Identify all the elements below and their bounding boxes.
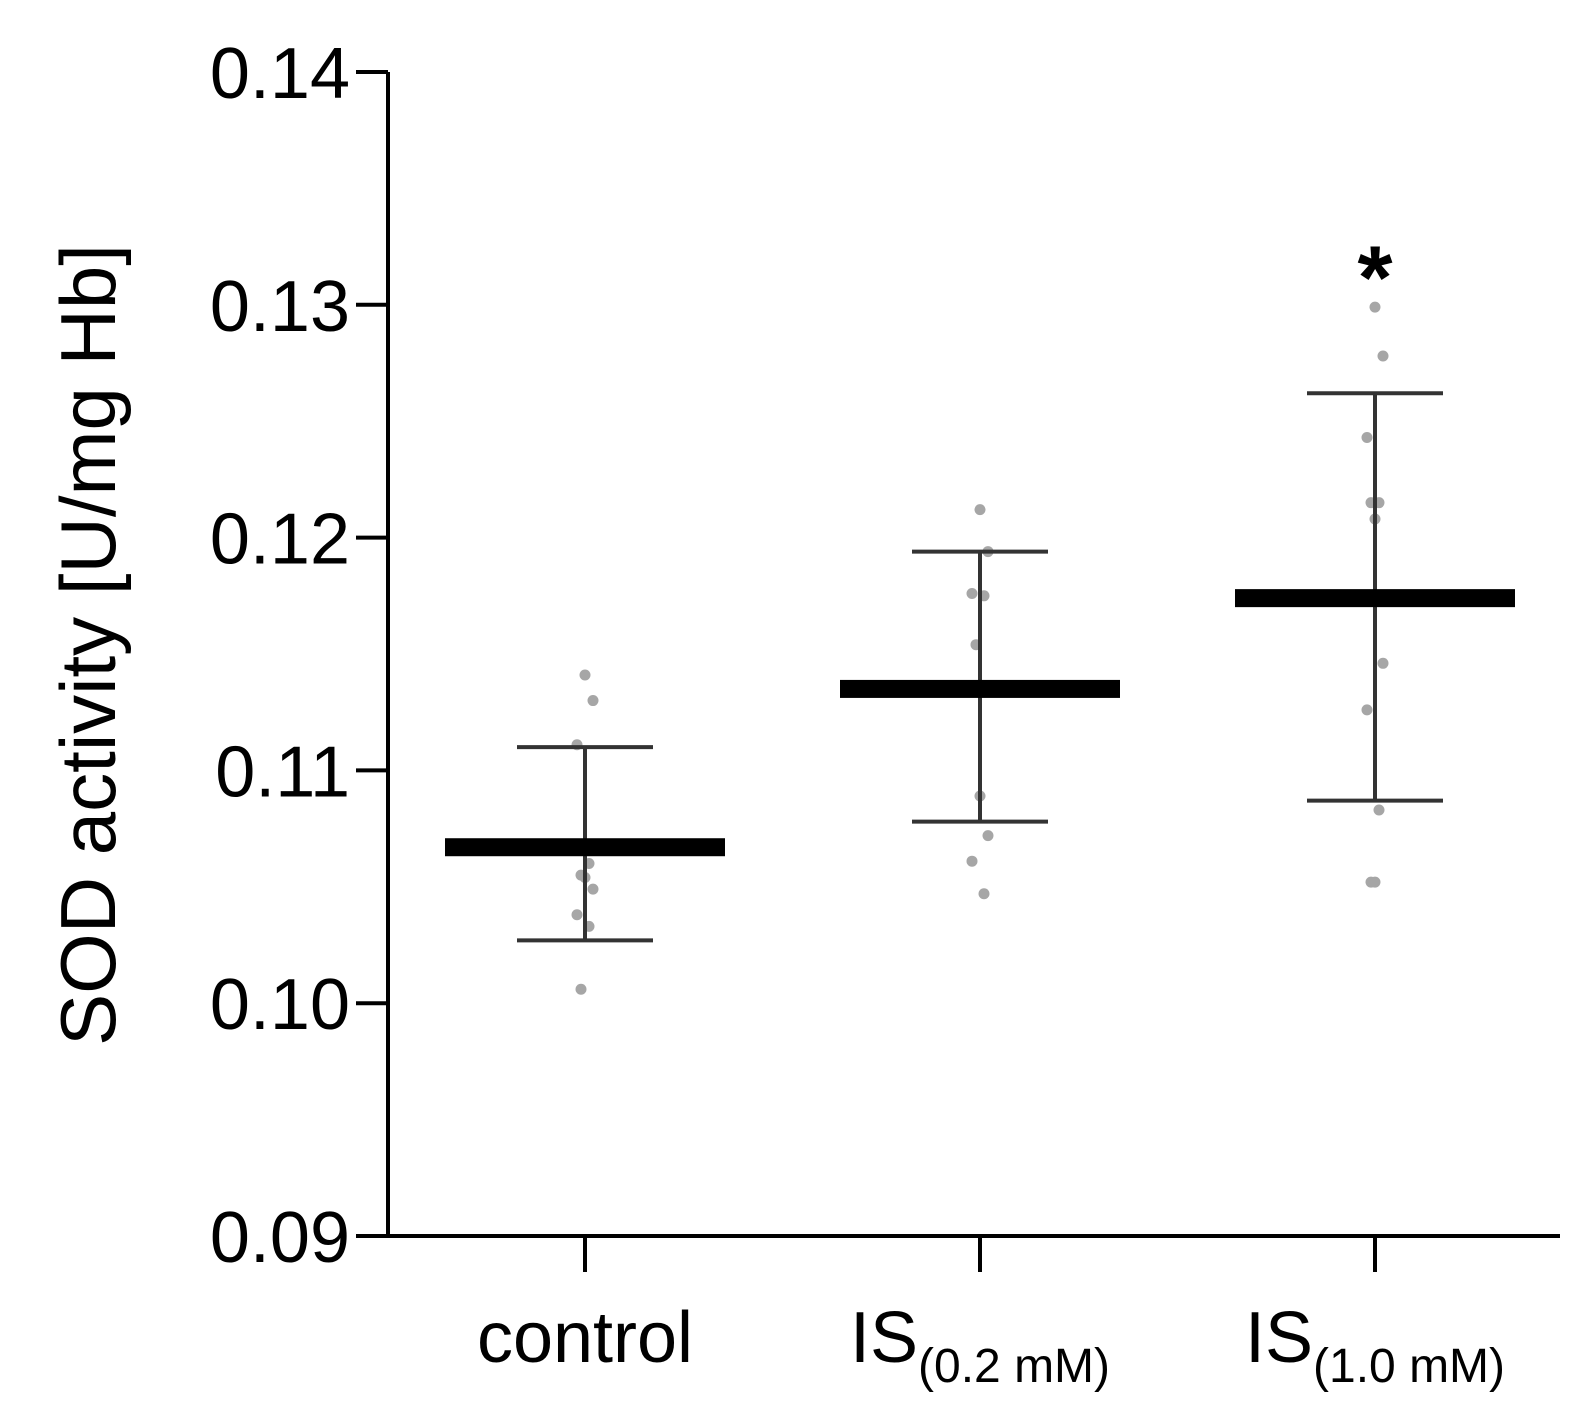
data-point bbox=[982, 830, 994, 842]
group-2: * bbox=[1235, 228, 1515, 888]
x-category-label-sub: (1.0 mM) bbox=[1313, 1340, 1505, 1393]
data-point bbox=[1377, 350, 1389, 362]
y-tick-label: 0.13 bbox=[210, 267, 350, 347]
group-0 bbox=[445, 669, 725, 995]
mean-bar bbox=[445, 838, 725, 857]
data-point bbox=[966, 587, 978, 599]
group-1 bbox=[840, 504, 1120, 900]
data-point bbox=[1377, 657, 1389, 669]
x-category-label-main: IS bbox=[850, 1298, 918, 1378]
data-groups: * bbox=[445, 228, 1515, 995]
data-point bbox=[1361, 431, 1373, 443]
data-point bbox=[579, 669, 591, 681]
data-point bbox=[978, 888, 990, 900]
y-tick-label: 0.09 bbox=[210, 1198, 350, 1278]
x-category-label-main: IS bbox=[1245, 1298, 1313, 1378]
y-tick-label: 0.10 bbox=[210, 965, 350, 1045]
y-tick-label: 0.12 bbox=[210, 500, 350, 580]
y-axis: 0.09 0.10 0.11 0.12 0.13 0.14 bbox=[210, 34, 390, 1278]
x-category-label-sub: (0.2 mM) bbox=[918, 1340, 1110, 1393]
y-tick-label: 0.11 bbox=[215, 732, 350, 812]
y-axis-title: SOD activity [U/mg Hb] bbox=[44, 244, 132, 1046]
x-category-label-main: control bbox=[477, 1298, 693, 1378]
data-point bbox=[966, 855, 978, 867]
data-point bbox=[1373, 804, 1385, 816]
x-category-label: IS(0.2 mM) bbox=[850, 1298, 1110, 1393]
x-category-label: IS(1.0 mM) bbox=[1245, 1298, 1505, 1393]
data-point bbox=[1369, 301, 1381, 313]
data-point bbox=[1361, 704, 1373, 716]
data-point bbox=[974, 504, 986, 516]
data-point bbox=[1369, 876, 1381, 888]
significance-marker: * bbox=[1357, 228, 1392, 328]
x-axis: control IS(0.2 mM) IS(1.0 mM) bbox=[388, 1234, 1560, 1393]
mean-bar bbox=[840, 679, 1120, 698]
data-point bbox=[587, 883, 599, 895]
mean-bar bbox=[1235, 589, 1515, 608]
x-category-label: control bbox=[477, 1298, 693, 1378]
data-point bbox=[571, 909, 583, 921]
y-tick-label: 0.14 bbox=[210, 34, 350, 114]
data-point bbox=[587, 695, 599, 707]
data-point bbox=[575, 983, 587, 995]
